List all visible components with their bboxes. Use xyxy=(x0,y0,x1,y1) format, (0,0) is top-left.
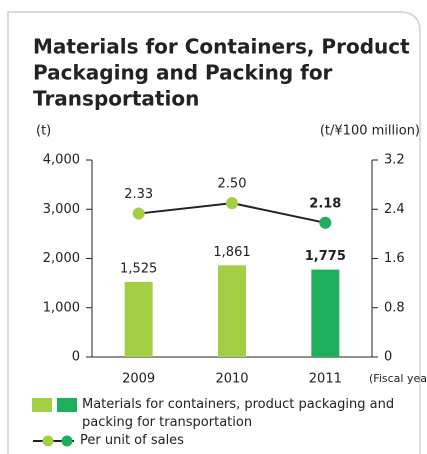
line-value-label: 2.50 xyxy=(218,177,247,192)
legend-marker xyxy=(42,435,54,447)
y2-tick-label: 2.4 xyxy=(384,202,405,217)
legend-swatch xyxy=(32,398,52,412)
y2-axis-label: (t/¥100 million) xyxy=(320,124,420,139)
legend-text: Per unit of sales xyxy=(80,433,184,448)
x-tick-label: 2010 xyxy=(215,372,248,387)
legend-swatch xyxy=(57,398,77,412)
legend-marker xyxy=(61,435,73,447)
line-marker xyxy=(319,216,332,229)
bar xyxy=(124,281,153,357)
y-tick-label: 2,000 xyxy=(43,251,80,266)
chart-title: Materials for Containers, Product xyxy=(33,35,410,59)
bar-value-label: 1,525 xyxy=(120,261,157,276)
y2-tick-label: 0 xyxy=(384,350,392,365)
bar-value-label: 1,861 xyxy=(213,245,250,260)
line-value-label: 2.18 xyxy=(309,196,341,211)
y-axis-label: (t) xyxy=(36,124,51,139)
y2-tick-label: 0.8 xyxy=(384,300,405,315)
chart-title: Transportation xyxy=(33,87,199,111)
y-tick-label: 0 xyxy=(72,350,80,365)
line-marker xyxy=(132,207,145,220)
x-axis-label: (Fiscal year) xyxy=(369,372,427,385)
card-border xyxy=(7,11,421,454)
bar-value-label: 1,775 xyxy=(305,249,346,264)
y2-tick-label: 3.2 xyxy=(384,153,405,168)
bar xyxy=(311,269,340,357)
line-value-label: 2.33 xyxy=(124,187,153,202)
y-tick-label: 3,000 xyxy=(43,202,80,217)
bar xyxy=(218,265,246,357)
legend-text: Materials for containers, product packag… xyxy=(82,397,395,430)
y-tick-label: 1,000 xyxy=(43,300,80,315)
line-marker xyxy=(226,197,238,210)
y-tick-label: 4,000 xyxy=(43,153,80,168)
x-tick-label: 2009 xyxy=(122,372,155,387)
chart-title: Packaging and Packing for xyxy=(33,61,333,85)
x-tick-label: 2011 xyxy=(309,372,342,387)
y2-tick-label: 1.6 xyxy=(384,251,405,266)
